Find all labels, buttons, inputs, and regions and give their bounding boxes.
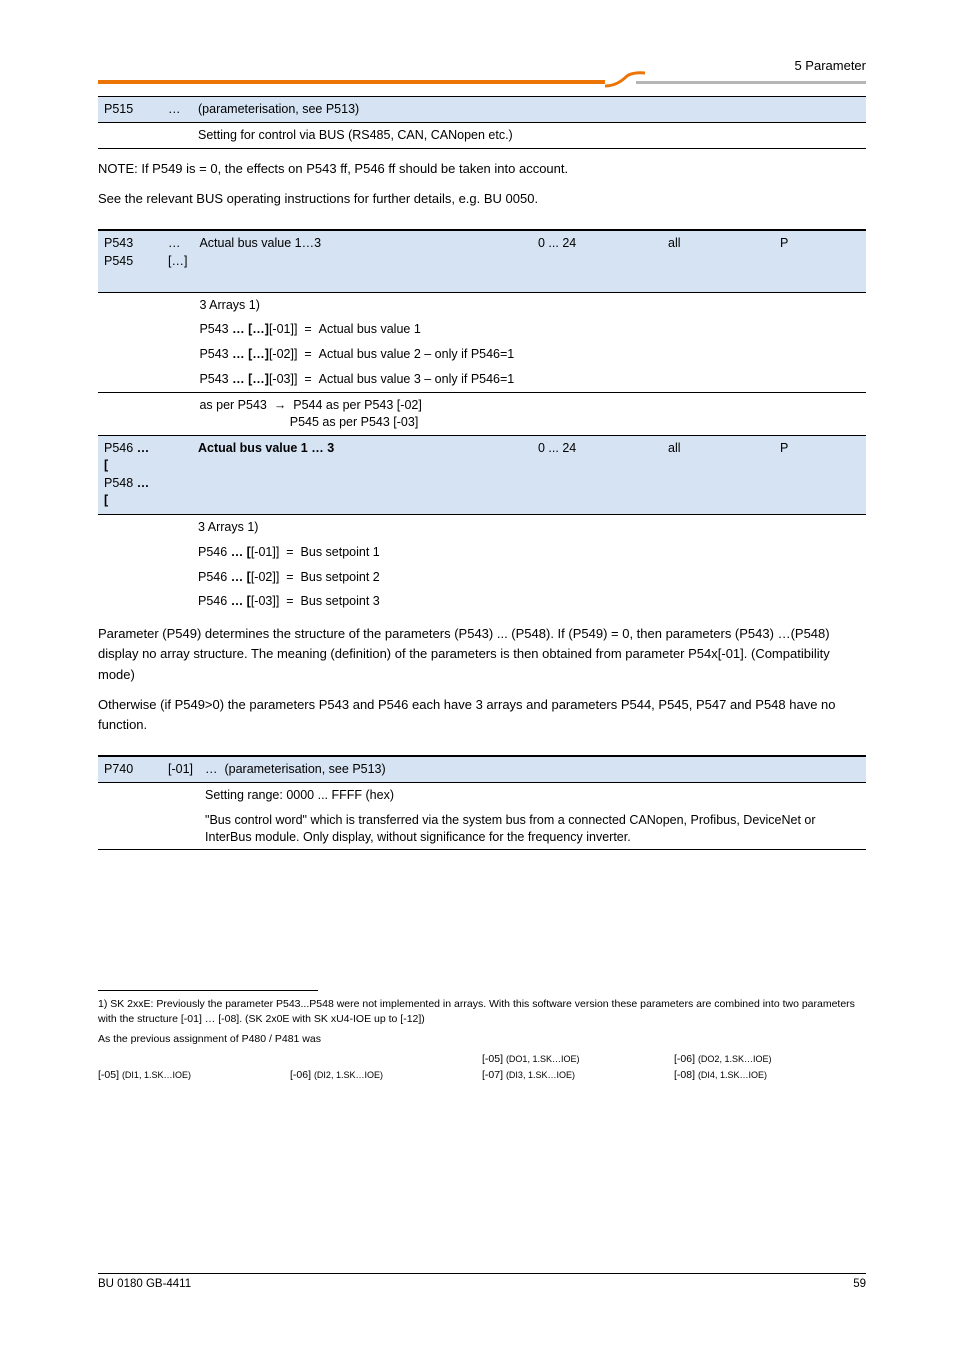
footer-left: BU 0180 GB-4411 bbox=[98, 1278, 191, 1290]
p515-label-link: P513 bbox=[326, 102, 355, 116]
p515-cont: … bbox=[162, 97, 192, 123]
p543-arrays-label: 3 Arrays 1) bbox=[199, 298, 259, 312]
p543-arrayprefix: … […] bbox=[162, 230, 193, 292]
p546-range: 0 ... 24 bbox=[532, 436, 662, 515]
p740-row1: "Bus control word" which is transferred … bbox=[199, 808, 866, 850]
table-p546: P546 … [ P548 … [ Actual bus value 1 … 3… bbox=[98, 436, 866, 615]
p515-note2: See the relevant BUS operating instructi… bbox=[98, 189, 866, 209]
p549-text2: Otherwise (if P549>0) the parameters P54… bbox=[98, 695, 866, 735]
footer: BU 0180 GB-4411 59 bbox=[98, 1273, 866, 1290]
p543-all: all bbox=[662, 230, 774, 292]
p515-col-c bbox=[774, 97, 866, 123]
p546-arr1: P546 … [[-02]] = Bus setpoint 2 bbox=[192, 565, 866, 590]
content: P515 … (parameterisation, see P513) Sett… bbox=[98, 60, 866, 1082]
p546-arr0: P546 … [[-01]] = Bus setpoint 1 bbox=[192, 540, 866, 565]
fn-bottom2-h: [-07] bbox=[482, 1069, 503, 1081]
p515-note1: NOTE: If P549 is = 0, the effects on P54… bbox=[98, 159, 866, 179]
fn-p481-extra1-h: [-06] bbox=[674, 1053, 695, 1065]
p543-range: 0 ... 24 bbox=[532, 230, 662, 292]
p515-col-a bbox=[532, 97, 662, 123]
table-p740: P740 [-01] … (parameterisation, see P513… bbox=[98, 755, 866, 851]
p543-asper: as per P543 → P544 as per P543 [-02] P54… bbox=[193, 393, 866, 436]
p543-p: P bbox=[774, 230, 866, 292]
p546-p: P bbox=[774, 436, 866, 515]
footnote-intro: 1) SK 2xxE: Previously the parameter P54… bbox=[98, 997, 866, 1025]
p515-col-b bbox=[662, 97, 774, 123]
fn-bottom3-h: [-08] bbox=[674, 1069, 695, 1081]
fn-bottom0-s: (DI1, 1.SK…IOE) bbox=[122, 1070, 191, 1080]
p546-all: all bbox=[662, 436, 774, 515]
fn-bottom3-s: (DI4, 1.SK…IOE) bbox=[698, 1070, 767, 1080]
p543-arr0: P543 … […][-01]] = Actual bus value 1 bbox=[193, 317, 866, 342]
footnote-assign-head: As the previous assignment of P480 / P48… bbox=[98, 1032, 866, 1046]
p515-code: P515 bbox=[98, 97, 162, 123]
fn-bottom1-s: (DI2, 1.SK…IOE) bbox=[314, 1070, 383, 1080]
table-p515: P515 … (parameterisation, see P513) Sett… bbox=[98, 96, 866, 149]
footer-right: 59 bbox=[853, 1278, 866, 1290]
footnote: 1) SK 2xxE: Previously the parameter P54… bbox=[98, 997, 866, 1082]
p740-idx: [-01] bbox=[162, 756, 199, 782]
fn-p481-extra0-h: [-05] bbox=[482, 1053, 503, 1065]
table-p543: P543 P545 … […] Actual bus value 1…3 0 .… bbox=[98, 229, 866, 436]
page: 5 Parameter P515 … (parameterisation, se… bbox=[0, 0, 954, 1350]
p546-codes: P546 … [ P548 … [ bbox=[98, 436, 162, 515]
p546-label: Actual bus value 1 … 3 bbox=[192, 436, 532, 515]
p549-text1: Parameter (P549) determines the structur… bbox=[98, 624, 866, 684]
p543-arr2: P543 … […][-03]] = Actual bus value 3 – … bbox=[193, 367, 866, 392]
p740-label: … (parameterisation, see P513) bbox=[199, 756, 532, 782]
p515-label-prefix: (parameterisation, see bbox=[198, 102, 326, 116]
p543-codes: P543 P545 bbox=[98, 230, 162, 292]
fn-p481-extra1-s: (DO2, 1.SK…IOE) bbox=[698, 1054, 772, 1064]
fn-bottom0-h: [-05] bbox=[98, 1069, 119, 1081]
p543-label: Actual bus value 1…3 bbox=[193, 230, 532, 292]
fn-p481-extra0-s: (DO1, 1.SK…IOE) bbox=[506, 1054, 580, 1064]
p543-arr1: P543 … […][-02]] = Actual bus value 2 – … bbox=[193, 342, 866, 367]
p515-row-label: Setting for control via BUS (RS485, CAN,… bbox=[192, 122, 532, 148]
p740-row0: Setting range: 0000 ... FFFF (hex) bbox=[199, 782, 866, 807]
p515-label: (parameterisation, see P513) bbox=[192, 97, 532, 123]
p740-code: P740 bbox=[98, 756, 162, 782]
p546-arrays-label: 3 Arrays 1) bbox=[198, 520, 258, 534]
fn-bottom1-h: [-06] bbox=[290, 1069, 311, 1081]
fn-bottom2-s: (DI3, 1.SK…IOE) bbox=[506, 1070, 575, 1080]
footnote-rule bbox=[98, 990, 318, 991]
p515-label-suffix: ) bbox=[355, 102, 359, 116]
p546-arr2: P546 … [[-03]] = Bus setpoint 3 bbox=[192, 589, 866, 614]
